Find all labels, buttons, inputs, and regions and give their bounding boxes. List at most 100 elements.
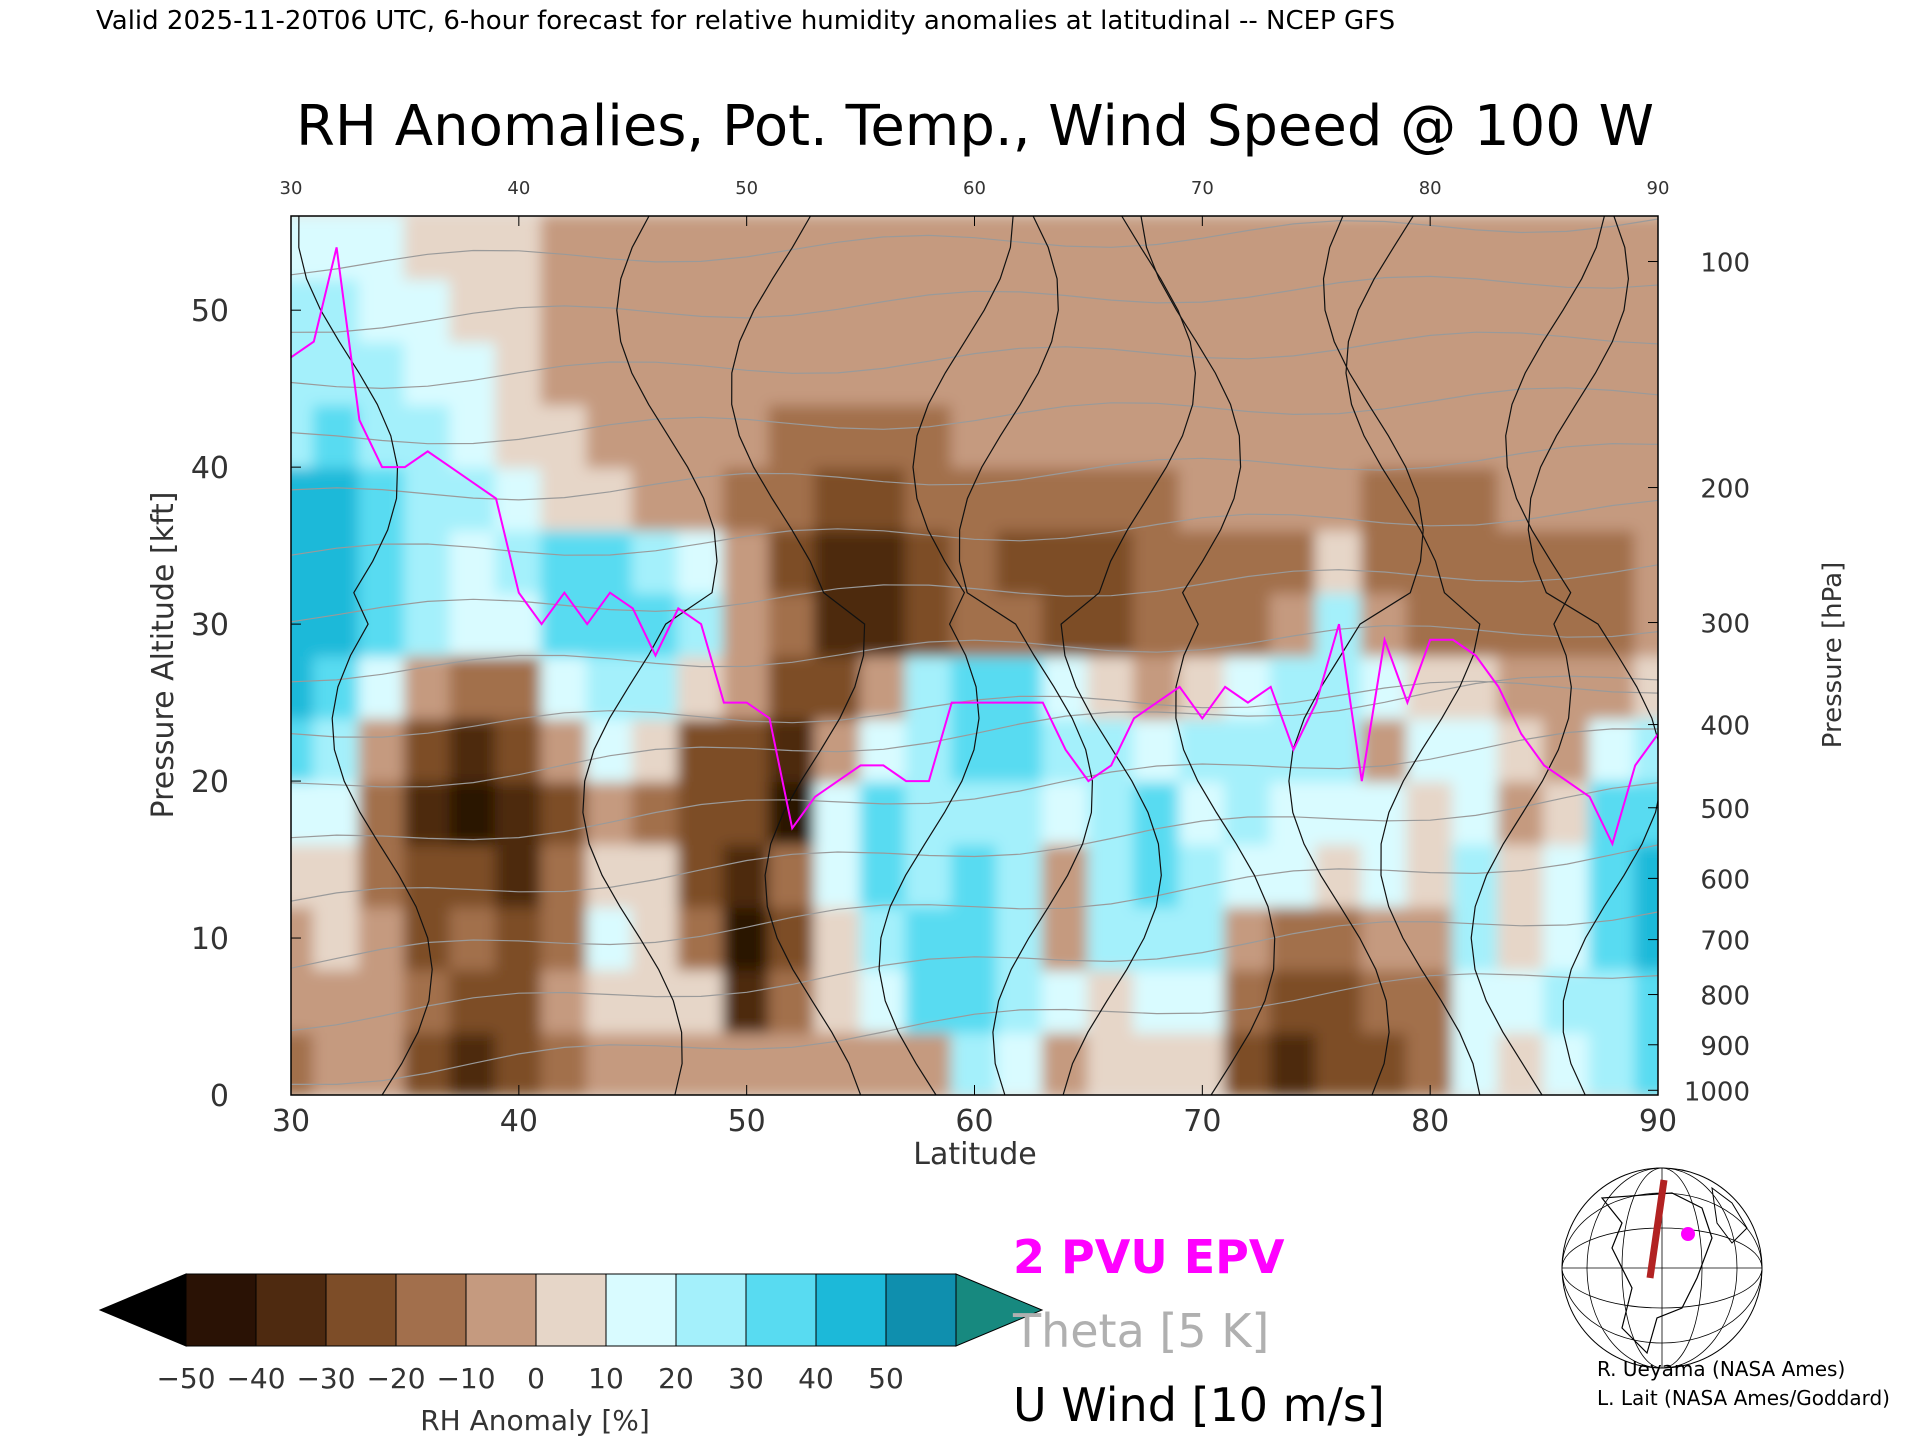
rh-cell	[768, 591, 817, 657]
pressure-tick-label: 900	[1700, 1032, 1750, 1062]
rh-cell	[1224, 968, 1272, 1034]
theta-contour	[291, 499, 1658, 556]
rh-cell	[495, 528, 543, 594]
rh-cell	[449, 780, 498, 845]
rh-cell	[996, 968, 1044, 1034]
colorbar-swatch	[815, 1273, 887, 1347]
rh-cell	[1269, 528, 1318, 594]
rh-cell	[722, 528, 771, 594]
colorbar-tick-label: 50	[868, 1362, 904, 1395]
rh-cell	[586, 340, 634, 406]
rh-cell	[1543, 466, 1591, 531]
rh-cell	[1360, 717, 1409, 783]
rh-cell	[312, 717, 361, 783]
y-axis-label: Pressure Altitude [kft]	[146, 492, 181, 819]
rh-cell	[540, 277, 589, 343]
rh-cell	[1634, 591, 1658, 657]
rh-cell	[814, 905, 862, 971]
x-tick-label-top: 50	[735, 178, 758, 199]
u-wind-contour	[1470, 216, 1605, 1095]
rh-cell	[722, 654, 771, 720]
rh-cell	[631, 466, 680, 531]
rh-cell	[403, 654, 452, 720]
rh-cell	[631, 216, 680, 280]
theta-contour	[291, 275, 1658, 333]
rh-cell	[358, 968, 406, 1034]
rh-cell	[1588, 340, 1637, 406]
rh-cell	[814, 1031, 862, 1095]
rh-cell	[1360, 842, 1409, 908]
rh-cell	[768, 780, 817, 845]
y-tick-label: 0	[210, 1079, 229, 1114]
rh-cell	[1588, 842, 1637, 908]
pressure-tick-label: 400	[1700, 712, 1750, 742]
rh-cell	[1132, 780, 1181, 845]
rh-cell	[1497, 842, 1546, 908]
rh-cell	[905, 528, 953, 594]
rh-cell	[1497, 717, 1546, 783]
rh-cell	[768, 403, 817, 469]
rh-cell	[495, 905, 543, 971]
x-tick-label-top: 70	[1191, 178, 1214, 199]
rh-cell	[1041, 340, 1090, 406]
rh-cell	[768, 654, 817, 720]
rh-cell	[1497, 780, 1546, 845]
theta-contour	[291, 911, 1658, 1032]
rh-cell	[1269, 842, 1318, 908]
rh-cell	[859, 340, 908, 406]
rh-cell	[1132, 717, 1181, 783]
rh-cell	[1178, 403, 1227, 469]
rh-cell	[1634, 216, 1658, 280]
rh-cell	[1497, 591, 1546, 657]
theta-contour	[291, 973, 1658, 1085]
rh-cell	[312, 277, 361, 343]
rh-cell	[859, 1031, 908, 1095]
u-wind-contour	[1527, 216, 1658, 1095]
rh-cell	[1543, 216, 1591, 280]
rh-cell	[1224, 1031, 1272, 1095]
rh-cell	[1543, 842, 1591, 908]
rh-cell	[1315, 968, 1363, 1034]
rh-cell	[1315, 277, 1363, 343]
rh-cell	[1224, 277, 1272, 343]
rh-cell	[1543, 591, 1591, 657]
x-tick-label: 70	[1183, 1104, 1221, 1139]
rh-cell	[1451, 905, 1500, 971]
pressure-tick-label: 300	[1700, 610, 1750, 640]
rh-cell	[1543, 403, 1591, 469]
rh-cell	[449, 654, 498, 720]
rh-cell	[631, 654, 680, 720]
rh-cell	[631, 591, 680, 657]
rh-cell	[1269, 277, 1318, 343]
rh-cell	[996, 591, 1044, 657]
rh-cell	[586, 968, 634, 1034]
rh-cell	[1178, 968, 1227, 1034]
rh-cell	[905, 1031, 953, 1095]
rh-cell	[1406, 968, 1454, 1034]
rh-cell	[814, 654, 862, 720]
rh-cell	[291, 340, 315, 406]
globe-map-icon	[1561, 1167, 1763, 1369]
rh-cell	[449, 717, 498, 783]
rh-cell	[996, 528, 1044, 594]
rh-cell	[1132, 403, 1181, 469]
rh-cell	[1497, 968, 1546, 1034]
rh-cell	[1269, 340, 1318, 406]
theta-contour	[291, 680, 1658, 738]
rh-cell	[495, 654, 543, 720]
colorbar-tick-label: 0	[527, 1362, 545, 1395]
rh-cell	[1451, 842, 1500, 908]
x-tick-label: 50	[728, 1104, 766, 1139]
rh-cell	[403, 780, 452, 845]
rh-cell	[1178, 340, 1227, 406]
rh-cell	[950, 216, 999, 280]
rh-cell	[950, 340, 999, 406]
rh-cell	[1588, 403, 1637, 469]
rh-cell	[1497, 905, 1546, 971]
rh-cell	[540, 654, 589, 720]
rh-cell	[449, 403, 498, 469]
theta-contour	[291, 387, 1658, 445]
rh-cell	[768, 1031, 817, 1095]
rh-cell	[495, 216, 543, 280]
x-tick-label-top: 60	[963, 178, 986, 199]
